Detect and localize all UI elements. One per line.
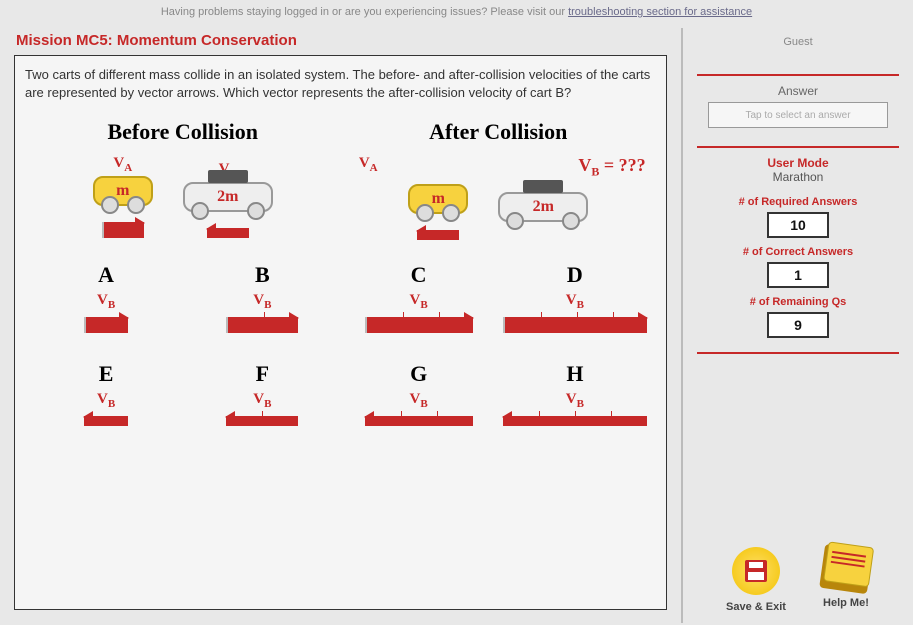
mass-2m-label-after: 2m — [533, 198, 554, 216]
cart-a-after: m — [408, 184, 468, 214]
option-vb-label: VB — [187, 292, 337, 311]
sidebar: Guest Answer Tap to select an answer Use… — [681, 28, 913, 623]
remaining-value: 9 — [767, 312, 829, 338]
option-vb-label: VB — [187, 391, 337, 410]
before-heading: Before Collision — [31, 119, 334, 145]
option-B[interactable]: B VB — [187, 262, 337, 333]
option-letter: H — [500, 361, 650, 387]
guest-label: Guest — [783, 36, 812, 48]
option-vb-label: VB — [344, 391, 494, 410]
option-letter: F — [187, 361, 337, 387]
help-icon — [819, 544, 873, 594]
mass-2m-label: 2m — [217, 188, 238, 206]
option-E[interactable]: E VB — [31, 361, 181, 426]
user-mode-value: Marathon — [773, 170, 824, 184]
arrow-va-after — [417, 230, 459, 240]
top-banner: Having problems staying logged in or are… — [0, 0, 913, 28]
after-collision: After Collision VA VB = ??? m — [347, 119, 650, 240]
option-letter: D — [500, 262, 650, 288]
save-exit-button[interactable]: Save & Exit — [726, 547, 786, 613]
remaining-label: # of Remaining Qs — [750, 296, 847, 308]
before-va-label: VA — [113, 155, 132, 174]
banner-link[interactable]: troubleshooting section for assistance — [568, 6, 752, 18]
option-arrow — [84, 317, 128, 333]
user-mode-title: User Mode — [767, 156, 828, 170]
option-H[interactable]: H VB — [500, 361, 650, 426]
correct-value: 1 — [767, 262, 829, 288]
mass-m-label-after: m — [432, 190, 445, 208]
cart-b-after: 2m — [498, 192, 588, 222]
question-text: Two carts of different mass collide in a… — [25, 66, 656, 101]
option-letter: B — [187, 262, 337, 288]
option-letter: G — [344, 361, 494, 387]
help-label: Help Me! — [823, 597, 869, 609]
answer-field[interactable]: Tap to select an answer — [708, 102, 888, 128]
option-C[interactable]: C VB — [344, 262, 494, 333]
banner-text: Having problems staying logged in or are… — [161, 6, 568, 18]
options-grid: A VB B VB C VB D VB E VB F VB G VB H VB — [25, 262, 656, 426]
option-F[interactable]: F VB — [187, 361, 337, 426]
option-vb-label: VB — [31, 391, 181, 410]
option-vb-label: VB — [500, 292, 650, 311]
arrow-vb-before — [207, 228, 249, 238]
option-arrow — [503, 317, 647, 333]
option-arrow — [365, 416, 473, 426]
after-heading: After Collision — [347, 119, 650, 145]
option-arrow — [226, 416, 298, 426]
option-arrow — [84, 416, 128, 426]
save-exit-label: Save & Exit — [726, 601, 786, 613]
option-vb-label: VB — [500, 391, 650, 410]
before-collision: Before Collision VA m VB — [31, 119, 334, 240]
vb-unknown: VB = ??? — [578, 155, 645, 180]
correct-label: # of Correct Answers — [743, 246, 853, 258]
option-letter: A — [31, 262, 181, 288]
option-G[interactable]: G VB — [344, 361, 494, 426]
option-arrow — [503, 416, 647, 426]
question-box: Two carts of different mass collide in a… — [14, 55, 667, 610]
mission-title: Mission MC5: Momentum Conservation — [16, 32, 667, 49]
option-arrow — [365, 317, 473, 333]
save-icon — [732, 547, 780, 595]
option-vb-label: VB — [31, 292, 181, 311]
help-button[interactable]: Help Me! — [822, 547, 870, 613]
mass-m-label: m — [116, 182, 129, 200]
cart-b-before: 2m — [183, 182, 273, 212]
option-D[interactable]: D VB — [500, 262, 650, 333]
option-letter: E — [31, 361, 181, 387]
option-vb-label: VB — [344, 292, 494, 311]
after-va-label: VA — [359, 155, 378, 182]
cart-a-before: m — [93, 176, 153, 206]
option-arrow — [226, 317, 298, 333]
option-A[interactable]: A VB — [31, 262, 181, 333]
required-label: # of Required Answers — [739, 196, 858, 208]
answer-label: Answer — [778, 84, 818, 98]
required-value: 10 — [767, 212, 829, 238]
arrow-va-before — [102, 222, 144, 238]
option-letter: C — [344, 262, 494, 288]
question-panel: Mission MC5: Momentum Conservation Two c… — [0, 28, 681, 623]
